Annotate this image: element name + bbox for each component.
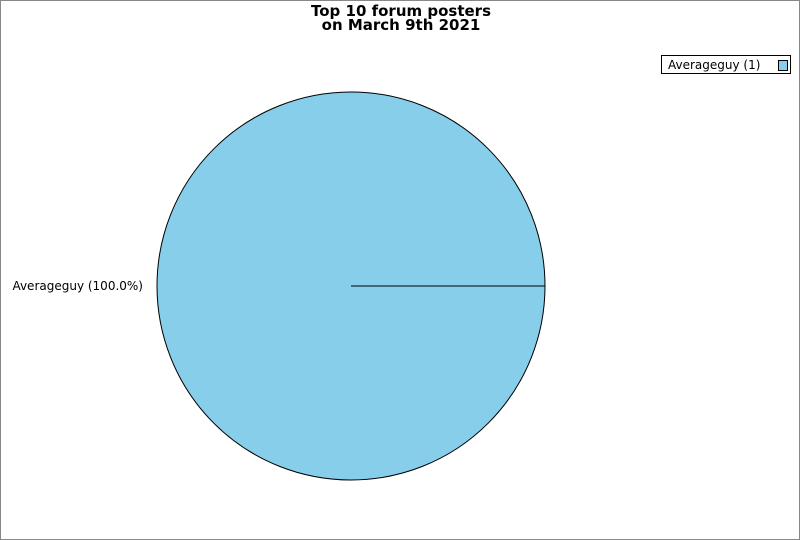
chart-title-line-1: Top 10 forum posters <box>311 2 491 20</box>
legend-label: Averageguy (1) <box>668 58 761 72</box>
slice-label: Averageguy (100.0%) <box>12 279 143 293</box>
chart-title: Top 10 forum posters on March 9th 2021 <box>1 2 799 34</box>
chart-title-line-2: on March 9th 2021 <box>321 16 481 34</box>
legend-swatch <box>778 60 788 71</box>
legend: Averageguy (1) <box>661 55 791 74</box>
